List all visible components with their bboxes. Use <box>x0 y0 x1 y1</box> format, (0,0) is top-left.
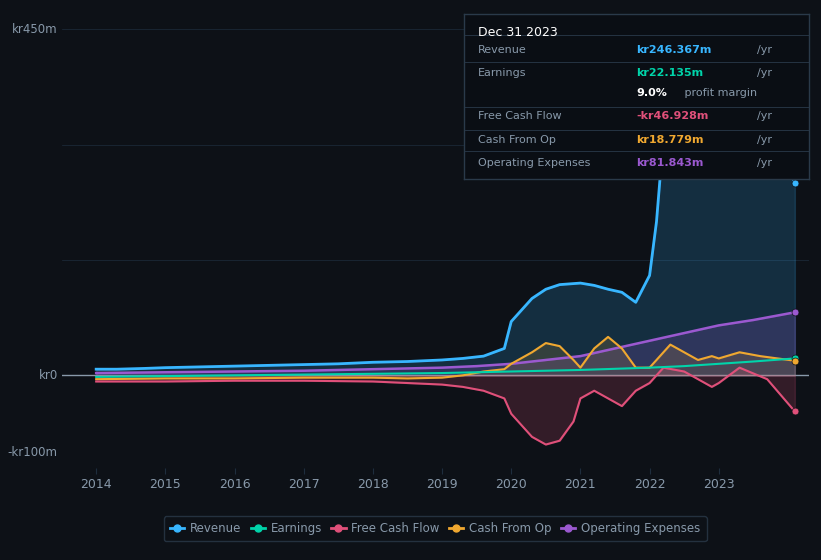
Text: kr81.843m: kr81.843m <box>636 158 704 167</box>
Text: Cash From Op: Cash From Op <box>478 134 556 144</box>
Text: kr18.779m: kr18.779m <box>636 134 704 144</box>
Text: kr246.367m: kr246.367m <box>636 45 712 55</box>
Text: /yr: /yr <box>757 158 772 167</box>
Text: Dec 31 2023: Dec 31 2023 <box>478 26 557 39</box>
Text: /yr: /yr <box>757 134 772 144</box>
Text: 9.0%: 9.0% <box>636 88 667 99</box>
Text: profit margin: profit margin <box>681 88 757 99</box>
Text: /yr: /yr <box>757 45 772 55</box>
Text: -kr46.928m: -kr46.928m <box>636 111 709 122</box>
Text: kr22.135m: kr22.135m <box>636 68 704 78</box>
Text: /yr: /yr <box>757 111 772 122</box>
Text: /yr: /yr <box>757 68 772 78</box>
Text: Revenue: Revenue <box>478 45 526 55</box>
Text: kr0: kr0 <box>39 369 57 382</box>
Legend: Revenue, Earnings, Free Cash Flow, Cash From Op, Operating Expenses: Revenue, Earnings, Free Cash Flow, Cash … <box>163 516 707 541</box>
Text: Operating Expenses: Operating Expenses <box>478 158 590 167</box>
Text: Free Cash Flow: Free Cash Flow <box>478 111 562 122</box>
Text: Earnings: Earnings <box>478 68 526 78</box>
Text: kr450m: kr450m <box>12 23 57 36</box>
Text: -kr100m: -kr100m <box>8 446 57 459</box>
